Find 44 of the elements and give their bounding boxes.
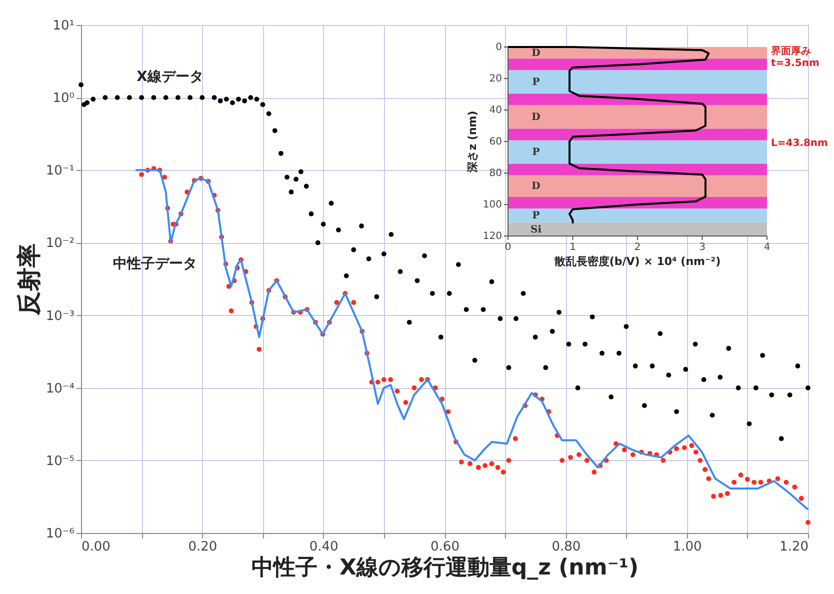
- y-tick-label: 60: [489, 136, 502, 148]
- x-tick-label: 4: [764, 242, 770, 253]
- x-tick-label: 0.80: [552, 540, 581, 554]
- band-label: D: [532, 181, 541, 192]
- x-axis-title: 中性子・X線の移行運動量q_z (nm⁻¹): [251, 556, 639, 580]
- y-tick-label: 10⁻³: [46, 308, 74, 324]
- x-axis-title: 散乱長密度(b/V) × 10⁴ (nm⁻²): [553, 255, 721, 268]
- y-tick-label: 10⁻²: [46, 236, 74, 252]
- y-tick-label: 10⁻⁶: [46, 526, 74, 542]
- x-tick-label: 0.60: [430, 540, 460, 554]
- x-tick-label: 2: [634, 242, 641, 253]
- y-tick-label: 10⁻⁵: [46, 454, 74, 469]
- x-tick-label: 0: [504, 242, 512, 253]
- y-axis-title: 反射率: [14, 244, 43, 316]
- line-series: [507, 46, 710, 224]
- band-label: P: [532, 76, 540, 88]
- y-tick-label: 10⁻⁴: [46, 381, 74, 396]
- x-tick-label: 1.20: [780, 540, 808, 554]
- band-label: D: [532, 48, 541, 59]
- annotation: 中性子データ: [113, 256, 197, 272]
- y-tick-label: 10⁻¹: [46, 164, 74, 179]
- y-tick-label: 20: [489, 74, 502, 84]
- band-label: D: [532, 112, 541, 124]
- band-label: P: [532, 147, 540, 158]
- annotation: t=3.5nm: [771, 58, 820, 69]
- y-axis-title: 深さz (nm): [466, 110, 479, 174]
- band-label: Si: [530, 224, 542, 236]
- annotation: 界面厚み: [770, 45, 811, 57]
- x-tick-label: 0.20: [188, 540, 218, 554]
- annotation: X線データ: [136, 69, 204, 85]
- y-tick-label: 10¹: [52, 18, 74, 34]
- y-tick-label: 120: [482, 231, 502, 242]
- y-tick-label: 100: [482, 200, 502, 210]
- x-tick-label: 1: [570, 242, 576, 253]
- x-tick-label: 1.00: [672, 540, 702, 554]
- y-tick-label: 10⁰: [52, 91, 74, 106]
- x-tick-label: 0.00: [82, 540, 110, 554]
- x-tick-label: 3: [699, 242, 706, 253]
- band-label: P: [532, 210, 540, 222]
- y-tick-label: 0: [496, 42, 502, 53]
- y-tick-label: 40: [489, 105, 502, 116]
- x-tick-label: 0.40: [309, 540, 338, 554]
- y-tick-label: 80: [489, 168, 502, 179]
- annotation: L=43.8nm: [771, 138, 828, 149]
